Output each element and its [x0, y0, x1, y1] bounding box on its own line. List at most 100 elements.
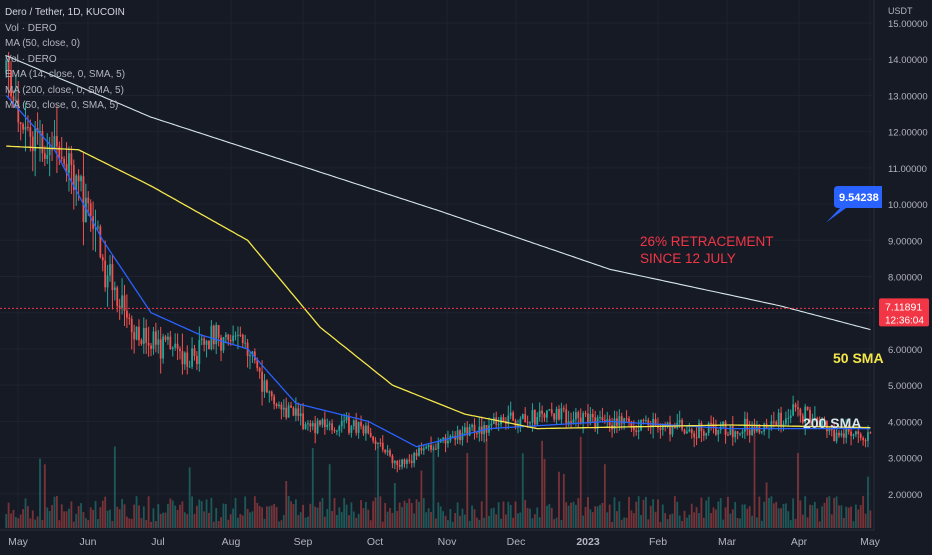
volume-bar [145, 520, 148, 528]
legend-ma50[interactable]: MA (50, close, 0, SMA, 5) [5, 100, 119, 111]
candle-body [109, 264, 111, 276]
volume-bar [794, 518, 797, 528]
legend-volume-2[interactable]: Vol · DERO [5, 53, 57, 65]
volume-bar [427, 508, 430, 528]
candle-body [782, 423, 785, 427]
volume-bar [821, 506, 824, 528]
candle-body [594, 417, 597, 429]
candle-body [608, 419, 611, 426]
volume-bar [348, 515, 350, 528]
time-tick-label: Mar [718, 536, 737, 548]
candle-body [447, 440, 449, 444]
price-tick-label: 6.00000 [888, 345, 922, 356]
candle-body [507, 415, 510, 425]
volume-bar [176, 509, 179, 528]
volume-bar [393, 483, 396, 528]
candle-body [734, 431, 737, 438]
volume-bar [292, 503, 295, 528]
volume-bar [562, 473, 565, 528]
legend-volume-1[interactable]: Vol · DERO [5, 22, 57, 34]
volume-bars [5, 423, 872, 528]
candle-body [582, 413, 585, 423]
last-price-tag[interactable]: 7.11891 12:36:04 [879, 298, 929, 327]
volume-bar [360, 500, 362, 528]
volume-bar [263, 518, 266, 528]
legend-ma200[interactable]: MA (200, close, 0, SMA, 5) [5, 84, 124, 96]
volume-bar [690, 503, 693, 528]
candle-body [538, 410, 541, 418]
volume-bar [799, 500, 802, 528]
candle-body [63, 158, 66, 164]
volume-bar [471, 505, 473, 528]
high-price-marker[interactable]: 9.54238 [826, 186, 882, 223]
volume-bar [673, 496, 676, 528]
volume-bar [606, 512, 609, 528]
candle-body [46, 155, 49, 159]
candle-body [541, 410, 543, 414]
volume-bar [215, 507, 218, 528]
volume-bar [162, 512, 165, 528]
volume-bar [444, 515, 447, 528]
candle-body [642, 419, 645, 421]
volume-bar [179, 504, 181, 528]
volume-bar [43, 464, 46, 528]
legend-ema14[interactable]: EMA (14, close, 0, SMA, 5) [5, 69, 126, 80]
volume-bar [746, 508, 749, 528]
candle-body [625, 418, 628, 420]
candle-body [693, 433, 696, 438]
legend-ma50-plain[interactable]: MA (50, close, 0) [5, 38, 81, 49]
volume-bar [654, 511, 657, 528]
candle-body [381, 442, 384, 450]
volume-bar [63, 511, 66, 528]
retracement-annotation-line1: 26% RETRACEMENT [640, 234, 774, 249]
candle-body [5, 60, 8, 74]
volume-bar [55, 496, 58, 528]
candle-body [533, 410, 536, 425]
candle-body [364, 425, 367, 434]
volume-bar [625, 517, 628, 528]
candle-body [51, 147, 53, 151]
candle-body [140, 340, 143, 344]
volume-bar [273, 503, 276, 528]
volume-bar [304, 517, 307, 528]
candle-body [171, 347, 174, 349]
volume-bar [84, 518, 87, 528]
volume-bar [68, 508, 70, 528]
candle-body [847, 428, 850, 432]
candle-body [239, 334, 242, 336]
candle-body [145, 328, 148, 343]
price-tick-label: 2.00000 [888, 490, 922, 501]
candle-body [7, 60, 10, 71]
volume-bar [756, 517, 758, 528]
candle-body [154, 331, 157, 345]
candle-body [524, 414, 527, 423]
candle-body [377, 442, 379, 445]
volume-bar [104, 496, 107, 528]
candle-body [821, 419, 824, 427]
volume-bar [666, 519, 669, 528]
candle-body [683, 429, 686, 434]
volume-bar [401, 507, 403, 528]
volume-bar [48, 510, 51, 528]
time-axis[interactable]: May Jun Jul Aug Sep Oct Nov Dec 2023 Feb Mar Apr May [8, 536, 881, 548]
candle-body [55, 136, 58, 147]
volume-bar [789, 520, 792, 528]
volume-bar [529, 508, 531, 528]
candle-body [125, 310, 128, 318]
candle-body [799, 409, 802, 416]
candle-body [678, 420, 681, 423]
volume-bar [787, 511, 790, 528]
volume-bar [616, 511, 618, 528]
volume-bar [722, 519, 725, 528]
candle-body [478, 426, 481, 434]
volume-bar [432, 443, 435, 528]
legend-symbol-title[interactable]: Dero / Tether, 1D, KUCOIN [5, 7, 125, 18]
candle-body [304, 423, 307, 429]
candle-body [784, 418, 787, 424]
volume-bar [138, 505, 140, 528]
volume-bar [857, 509, 860, 528]
price-axis[interactable]: 15.00000 14.00000 13.00000 12.00000 11.00000… [888, 19, 928, 501]
volume-bar [299, 512, 302, 528]
